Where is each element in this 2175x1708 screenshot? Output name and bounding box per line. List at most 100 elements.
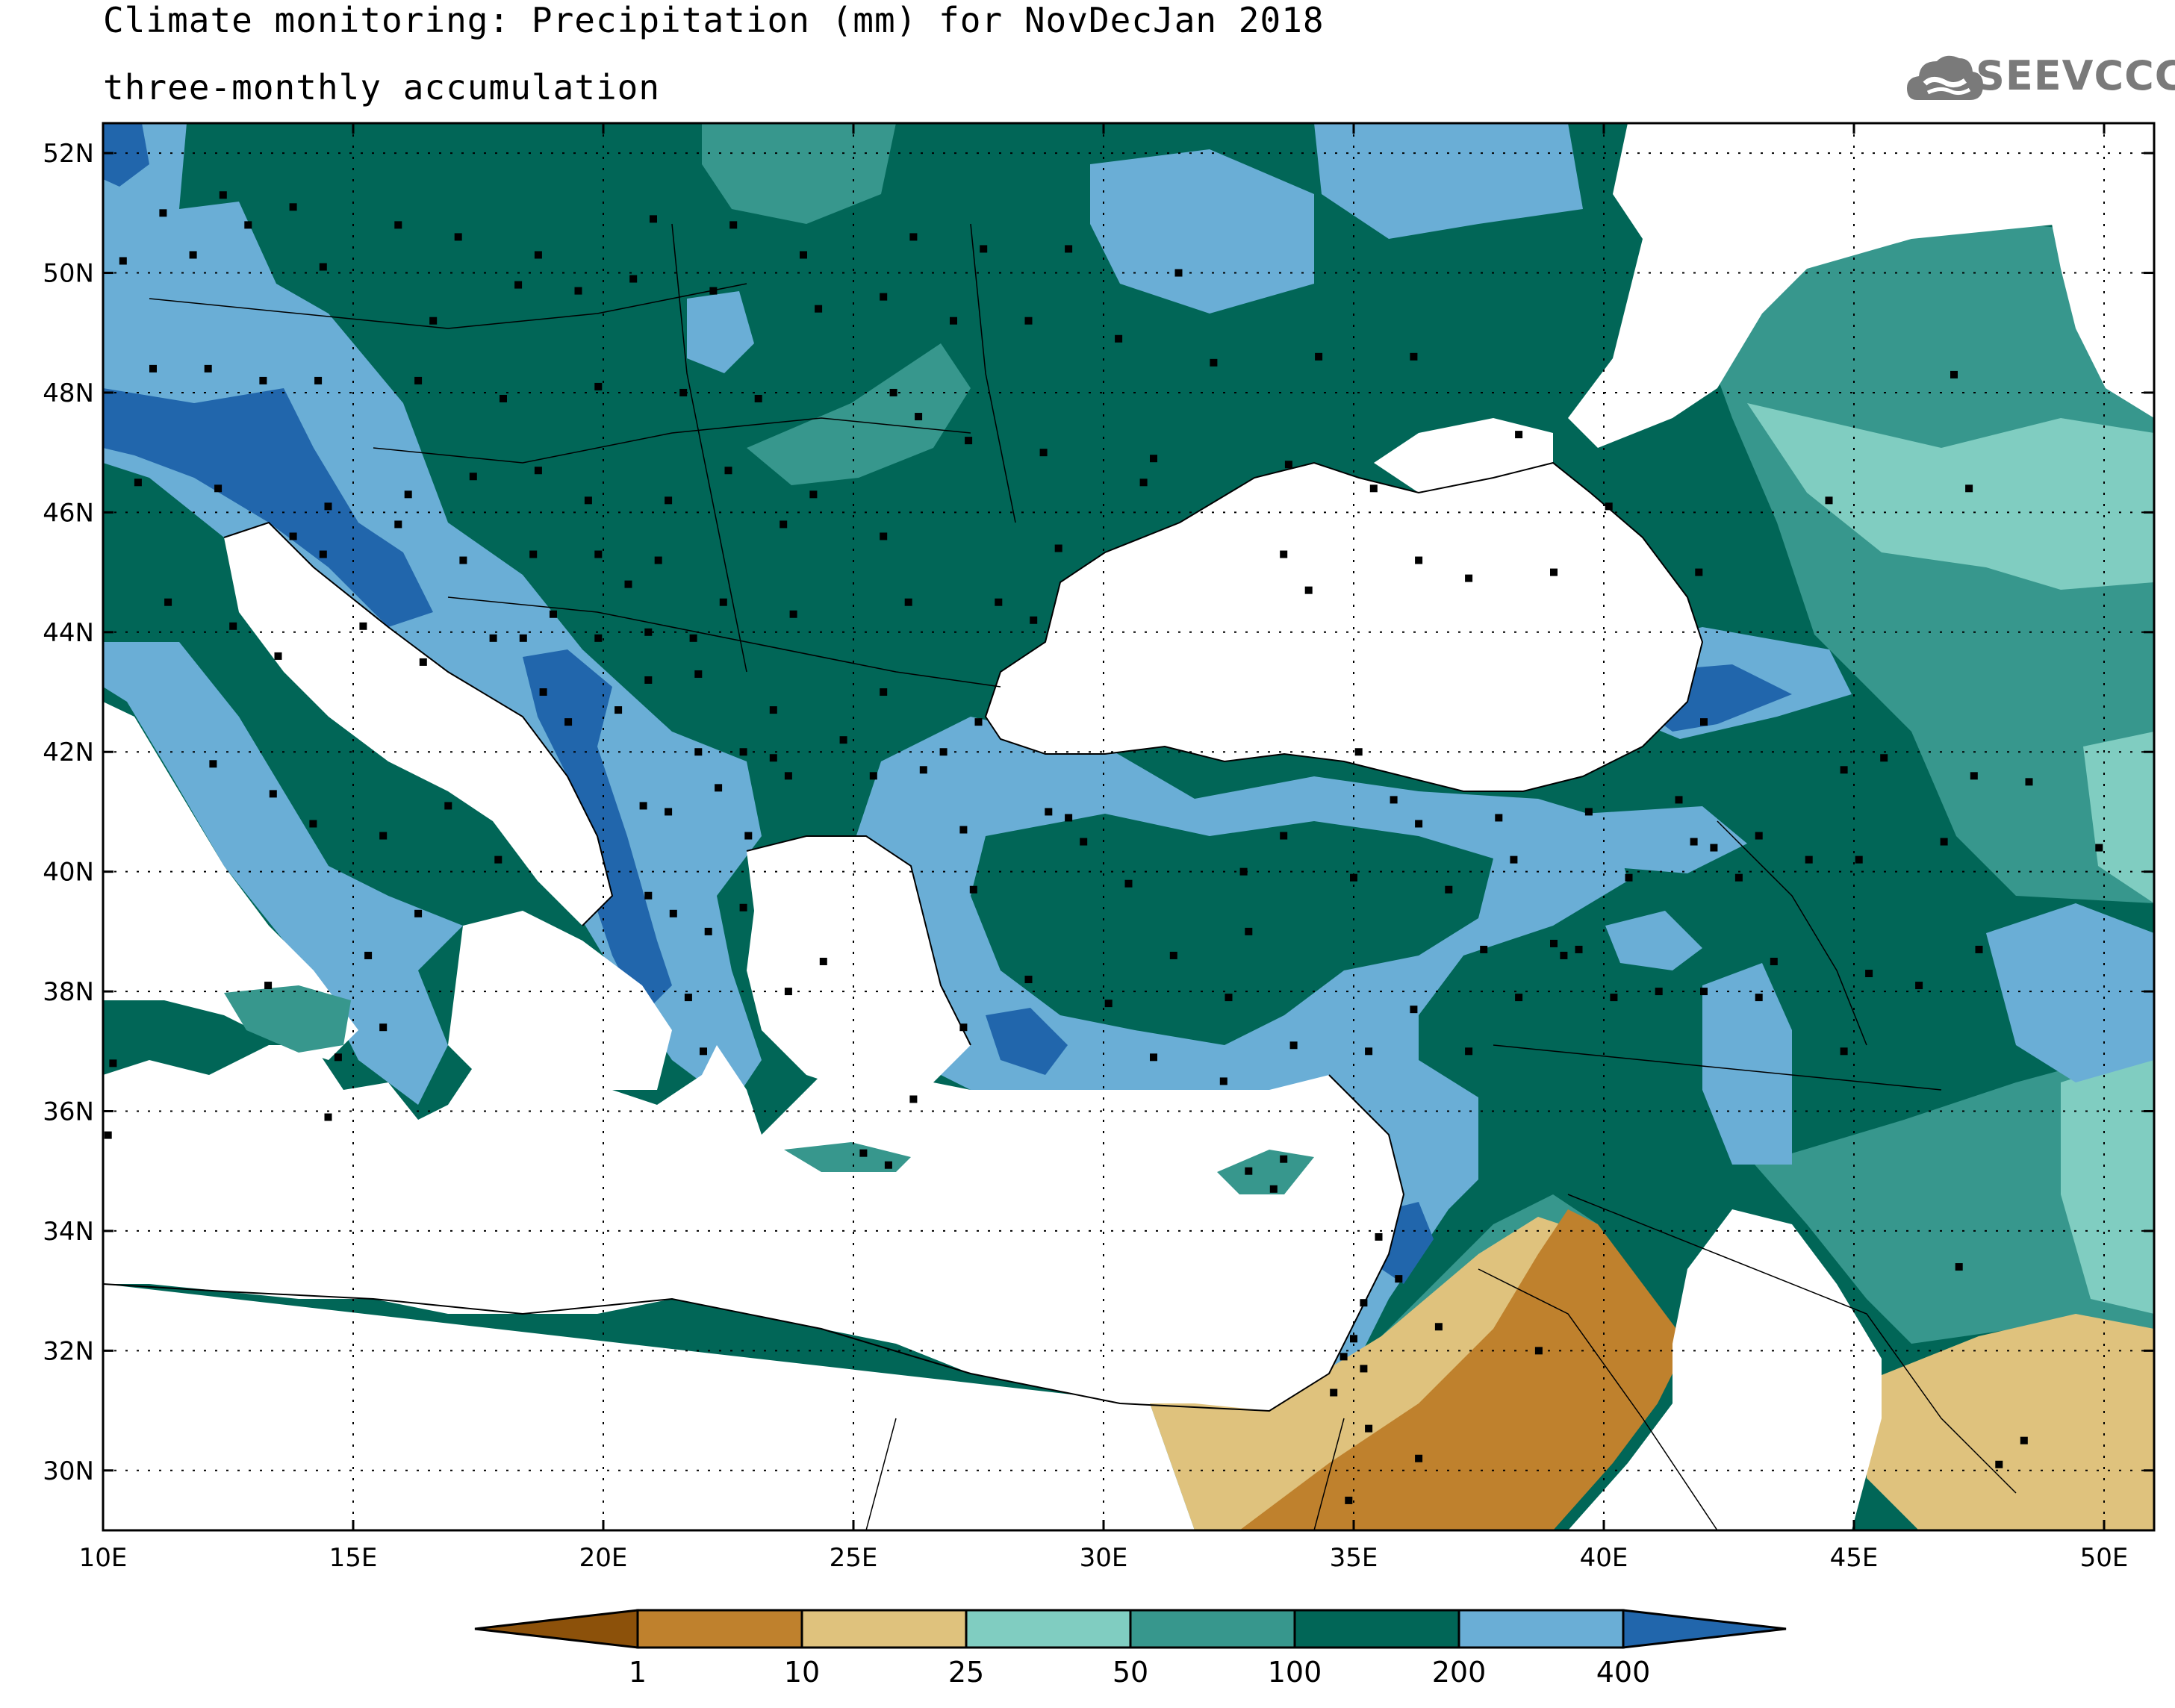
station-marker (534, 467, 542, 475)
station-marker (694, 670, 703, 678)
lon-tick-label: 40E (1580, 1543, 1628, 1573)
station-marker (459, 556, 467, 564)
field-400-plus-antalya (986, 1008, 1068, 1075)
station-marker (1354, 748, 1363, 756)
station-marker (1550, 568, 1558, 576)
station-marker (1080, 838, 1088, 846)
station-marker (529, 550, 538, 558)
station-marker (264, 982, 273, 990)
station-marker (1700, 718, 1708, 726)
station-marker (534, 251, 542, 259)
station-marker (1655, 988, 1663, 996)
station-marker (1675, 796, 1683, 804)
station-marker (950, 317, 957, 325)
station-marker (359, 622, 367, 630)
lat-tick-label: 52N (43, 139, 94, 169)
field-200-400-poland (687, 291, 754, 373)
colorbar-label: 400 (1596, 1656, 1651, 1689)
station-marker (1855, 855, 1863, 864)
station-marker (1625, 873, 1633, 882)
station-marker (915, 413, 923, 421)
no-data-north (1568, 123, 2154, 448)
station-marker (289, 532, 297, 540)
station-marker (1124, 879, 1133, 888)
station-marker (1840, 1047, 1848, 1056)
colorbar-high-arrow (1622, 1609, 1787, 1649)
colorbar-box (800, 1609, 968, 1649)
station-marker (209, 760, 217, 768)
colorbar-box (1457, 1609, 1625, 1649)
field-10-25-levant (1150, 1217, 1583, 1530)
station-marker (1915, 982, 1923, 990)
station-marker (1965, 484, 1973, 493)
station-marker (754, 394, 762, 402)
station-marker (1330, 1388, 1338, 1397)
station-marker (859, 1149, 868, 1157)
station-marker (684, 994, 692, 1002)
station-marker (665, 496, 673, 505)
station-marker (269, 790, 277, 798)
lat-tick-label: 48N (43, 378, 94, 408)
station-marker (939, 748, 948, 756)
field-200-400-se-turkey (1702, 963, 1792, 1165)
coastlines (103, 461, 1704, 1412)
field-25-50-se (2061, 1053, 2154, 1314)
station-marker (665, 808, 673, 816)
lon-tick-label: 45E (1830, 1543, 1879, 1573)
station-marker (839, 736, 847, 744)
map-subtitle: three-monthly accumulation (103, 67, 661, 107)
field-50-100-se (1755, 1045, 2154, 1344)
station-marker (1345, 1496, 1353, 1504)
station-marker (2020, 1436, 2028, 1444)
station-marker (1365, 1047, 1373, 1056)
station-marker (319, 550, 327, 558)
station-marker (800, 251, 807, 259)
station-marker (500, 394, 507, 402)
station-marker (1605, 502, 1613, 511)
station-marker (204, 364, 212, 373)
adriatic-sea (224, 523, 612, 926)
black-sea (986, 463, 1702, 791)
station-marker (1360, 1299, 1368, 1307)
colorbar-box (1293, 1609, 1460, 1649)
station-marker (1390, 796, 1398, 804)
station-marker (309, 820, 317, 828)
field-200-400-zagros (1986, 903, 2154, 1082)
station-marker (1495, 814, 1503, 822)
lon-tick-label: 25E (830, 1543, 878, 1573)
station-marker (1039, 449, 1048, 457)
station-marker (134, 479, 142, 487)
station-marker (1150, 1053, 1157, 1062)
station-marker (1534, 1347, 1543, 1355)
station-marker (965, 437, 973, 445)
station-marker (1465, 574, 1473, 582)
station-marker (959, 1023, 968, 1032)
lat-tick-label: 30N (43, 1456, 94, 1486)
station-marker (1339, 1353, 1348, 1361)
field-400-plus-alps (103, 388, 433, 627)
station-marker (789, 610, 797, 618)
station-marker (539, 688, 547, 696)
stations (104, 191, 2103, 1504)
station-marker (1970, 772, 1978, 780)
station-marker (394, 520, 402, 529)
field-25-50-far-east (2083, 732, 2154, 903)
colorbar-label: 200 (1432, 1656, 1487, 1689)
lon-tick-label: 30E (1080, 1543, 1128, 1573)
station-marker (1734, 873, 1743, 882)
station-marker (639, 802, 647, 810)
colorbar-low-arrow (474, 1609, 639, 1649)
mediterranean-sea (103, 1045, 1404, 1411)
station-marker (584, 496, 592, 505)
station-marker (694, 748, 703, 756)
station-marker (1350, 873, 1357, 882)
station-marker (644, 891, 653, 900)
station-marker (1700, 988, 1708, 996)
cloud-icon (1907, 55, 1983, 100)
station-marker (494, 855, 502, 864)
station-marker (1995, 1460, 2003, 1468)
lat-tick-label: 38N (43, 977, 94, 1007)
station-marker (159, 209, 167, 217)
station-marker (889, 388, 897, 396)
tyrrhenian-sea (103, 702, 358, 1060)
